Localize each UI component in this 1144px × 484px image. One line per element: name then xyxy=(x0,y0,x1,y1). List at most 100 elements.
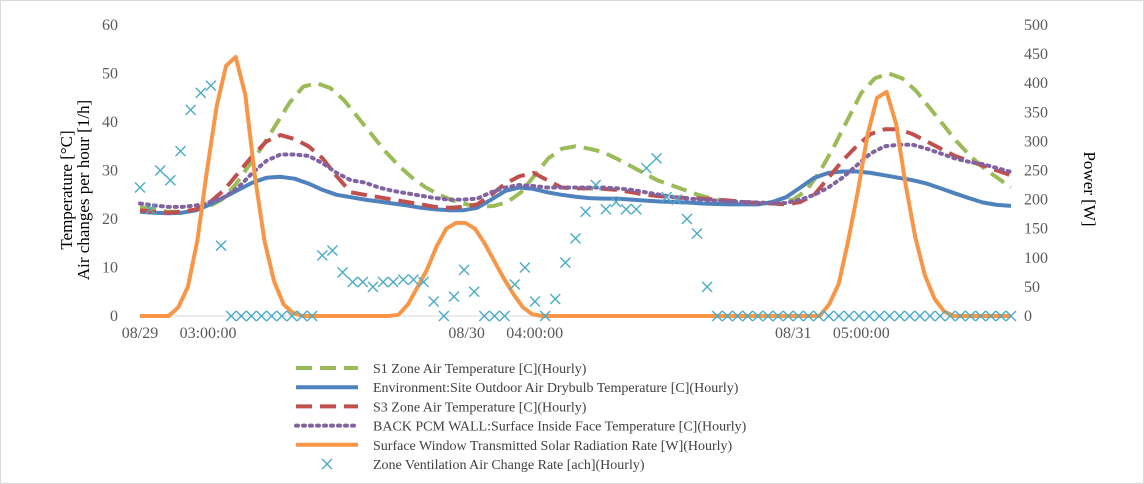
x-tick-label: 08/30 xyxy=(448,325,484,342)
y-right-tick-label: 150 xyxy=(1024,221,1048,238)
data-point xyxy=(671,194,683,206)
y-axis-right: 0 50 100 150 200 250 300 350 400 450 500 xyxy=(1024,17,1048,325)
data-point xyxy=(266,310,278,322)
data-point xyxy=(428,295,440,307)
data-point xyxy=(995,310,1007,322)
series-group xyxy=(134,55,1017,322)
y-right-tick-label: 450 xyxy=(1024,46,1048,63)
legend-label: BACK PCM WALL:Surface Inside Face Temper… xyxy=(373,420,747,435)
data-point xyxy=(711,310,723,322)
data-point xyxy=(782,310,794,322)
x-tick-label: 05:00:00 xyxy=(833,325,890,342)
series-line-1 xyxy=(139,71,1013,214)
y-right-tick-label: 100 xyxy=(1024,250,1048,267)
data-point xyxy=(772,310,784,322)
data-point xyxy=(985,310,997,322)
y-axis-left-title-line-2: Air changes per hour [1/h] xyxy=(74,100,93,280)
legend-swatch xyxy=(321,458,333,470)
data-point xyxy=(1005,310,1017,322)
data-point xyxy=(256,310,268,322)
data-point xyxy=(509,278,521,290)
y-right-tick-label: 300 xyxy=(1024,133,1048,150)
data-point xyxy=(600,203,612,215)
series-line-5 xyxy=(140,55,1011,318)
data-point xyxy=(438,310,450,322)
data-point xyxy=(590,179,602,191)
data-point xyxy=(620,203,632,215)
data-point xyxy=(185,104,197,116)
data-point xyxy=(468,286,480,298)
data-point xyxy=(833,310,845,322)
data-point xyxy=(802,310,814,322)
data-point xyxy=(205,80,217,92)
data-point xyxy=(570,232,581,244)
data-point xyxy=(924,310,936,322)
x-tick-label: 03:00:00 xyxy=(180,325,237,342)
data-point xyxy=(397,274,409,286)
legend-label: S1 Zone Air Temperature [C](Hourly) xyxy=(373,362,587,377)
y-left-tick-label: 40 xyxy=(102,114,118,131)
data-point xyxy=(296,310,308,322)
data-point xyxy=(448,291,460,303)
y-axis-left-title: Temperature [°C] Air changes per hour [1… xyxy=(57,100,93,280)
data-point xyxy=(458,264,470,276)
data-point xyxy=(377,276,389,288)
y-axis-left: 0 10 20 30 40 50 60 xyxy=(102,17,118,325)
y-left-tick-label: 50 xyxy=(102,66,118,83)
legend-item: Zone Ventilation Air Change Rate [ach](H… xyxy=(321,458,645,473)
data-point xyxy=(478,310,490,322)
y-right-tick-label: 50 xyxy=(1024,279,1040,296)
data-point xyxy=(883,310,895,322)
data-point xyxy=(904,310,916,322)
data-point xyxy=(407,274,419,286)
y-right-tick-label: 350 xyxy=(1024,104,1048,121)
legend-item: BACK PCM WALL:Surface Inside Face Temper… xyxy=(294,420,747,435)
data-point xyxy=(316,249,328,261)
y-left-tick-label: 30 xyxy=(102,163,118,180)
data-point xyxy=(164,174,176,186)
data-point xyxy=(235,310,247,322)
y-axis-right-title: Power [W] xyxy=(1080,151,1099,226)
data-point xyxy=(215,240,227,252)
data-point xyxy=(326,245,338,257)
data-point xyxy=(742,310,754,322)
data-point xyxy=(843,310,855,322)
y-right-tick-label: 400 xyxy=(1024,75,1048,92)
data-point xyxy=(418,276,430,288)
y-left-tick-label: 60 xyxy=(102,17,118,34)
data-point xyxy=(549,293,561,305)
legend-label: Zone Ventilation Air Change Rate [ach](H… xyxy=(373,458,645,473)
y-axis-left-title-line-1: Temperature [°C] xyxy=(57,130,76,249)
data-point xyxy=(488,310,500,322)
data-point xyxy=(640,162,652,174)
x-tick-label: 08/29 xyxy=(122,325,158,342)
series-line-4 xyxy=(138,142,1013,209)
data-point xyxy=(691,228,703,240)
data-point xyxy=(134,181,146,193)
series-line-2 xyxy=(139,169,1012,216)
x-tick-label: 08/31 xyxy=(775,325,811,342)
data-point xyxy=(661,191,673,203)
data-point xyxy=(286,310,298,322)
data-point xyxy=(630,203,642,215)
y-left-tick-label: 20 xyxy=(102,211,118,228)
x-axis: 08/29 03:00:00 08/30 04:00:00 08/31 05:00:00 xyxy=(122,325,890,342)
data-point xyxy=(559,257,571,269)
data-point xyxy=(681,213,693,225)
data-point xyxy=(306,310,318,322)
data-point xyxy=(225,310,237,322)
legend-item: Environment:Site Outdoor Air Drybulb Tem… xyxy=(296,381,739,396)
data-point xyxy=(387,276,399,288)
data-point xyxy=(813,310,825,322)
series-ventilation-markers xyxy=(134,80,1017,322)
data-point xyxy=(195,87,207,99)
data-point xyxy=(144,203,156,215)
legend-item: Surface Window Transmitted Solar Radiati… xyxy=(296,439,733,454)
data-point xyxy=(894,310,906,322)
y-axis-right-title-group: Power [W] xyxy=(1080,151,1099,226)
data-point xyxy=(873,310,885,322)
data-point xyxy=(823,310,835,322)
data-point xyxy=(792,310,804,322)
data-point xyxy=(975,310,987,322)
